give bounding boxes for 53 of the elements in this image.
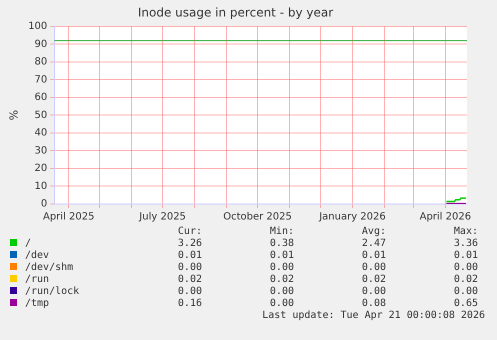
text: 0.01 [268,250,294,262]
y-tick-label: 60 [34,92,48,104]
text: Min: [268,226,294,238]
legend-label: /dev/shm [24,262,74,274]
x-tick-label: April 2025 [42,212,94,223]
text: 0.02 [176,274,202,286]
text: Max: [452,226,478,238]
y-axis-title: % [7,110,20,120]
text: Last update: Tue Apr 21 00:00:08 2026 [262,310,485,321]
legend-label: /tmp [24,298,50,310]
text: Cur: [176,226,202,238]
y-tick-label: 0 [40,198,48,210]
text: 2.47 [360,238,386,250]
text: 0.00 [360,286,386,298]
legend-label: / [24,238,32,250]
text: 3.36 [452,238,478,250]
text: 0.38 [268,238,294,250]
text: 0.00 [176,262,202,274]
legend-label: /run [24,274,50,286]
text: 0.00 [176,286,202,298]
x-tick-label: April 2026 [420,212,472,223]
y-tick-label: 90 [34,38,48,50]
legend-label: /run/lock [24,286,80,298]
text: 0.01 [176,250,202,262]
y-tick-label: 20 [34,163,48,174]
y-tick-label: 50 [34,110,48,121]
legend-label: /dev [24,250,50,262]
y-tick-label: 70 [34,74,48,86]
y-tick-label: 30 [34,145,48,156]
text: 0.00 [452,286,478,298]
y-tick-label: 80 [34,56,48,68]
text: 0.00 [268,262,294,274]
text: 0.08 [360,298,386,310]
text: 0.00 [268,298,294,310]
text: 0.02 [268,274,294,286]
x-tick-label: July 2025 [138,212,186,223]
text: 0.01 [360,250,386,262]
text: 0.16 [176,298,202,310]
text: 0.02 [360,274,386,286]
y-tick-label: 40 [34,128,48,139]
text: 0.01 [452,250,478,262]
chart-title: Inode usage in percent - by year [138,5,334,20]
x-tick-label: January 2026 [318,212,386,223]
text: 0.00 [268,286,294,298]
y-tick-label: 100 [28,20,48,32]
text: 0.02 [452,274,478,286]
text: 0.00 [360,262,386,274]
text: Avg: [360,226,386,238]
text: 3.26 [176,238,202,250]
text: 0.00 [452,262,478,274]
y-tick-label: 10 [34,180,48,192]
text: 0.65 [452,298,478,310]
x-tick-label: October 2025 [223,212,292,223]
